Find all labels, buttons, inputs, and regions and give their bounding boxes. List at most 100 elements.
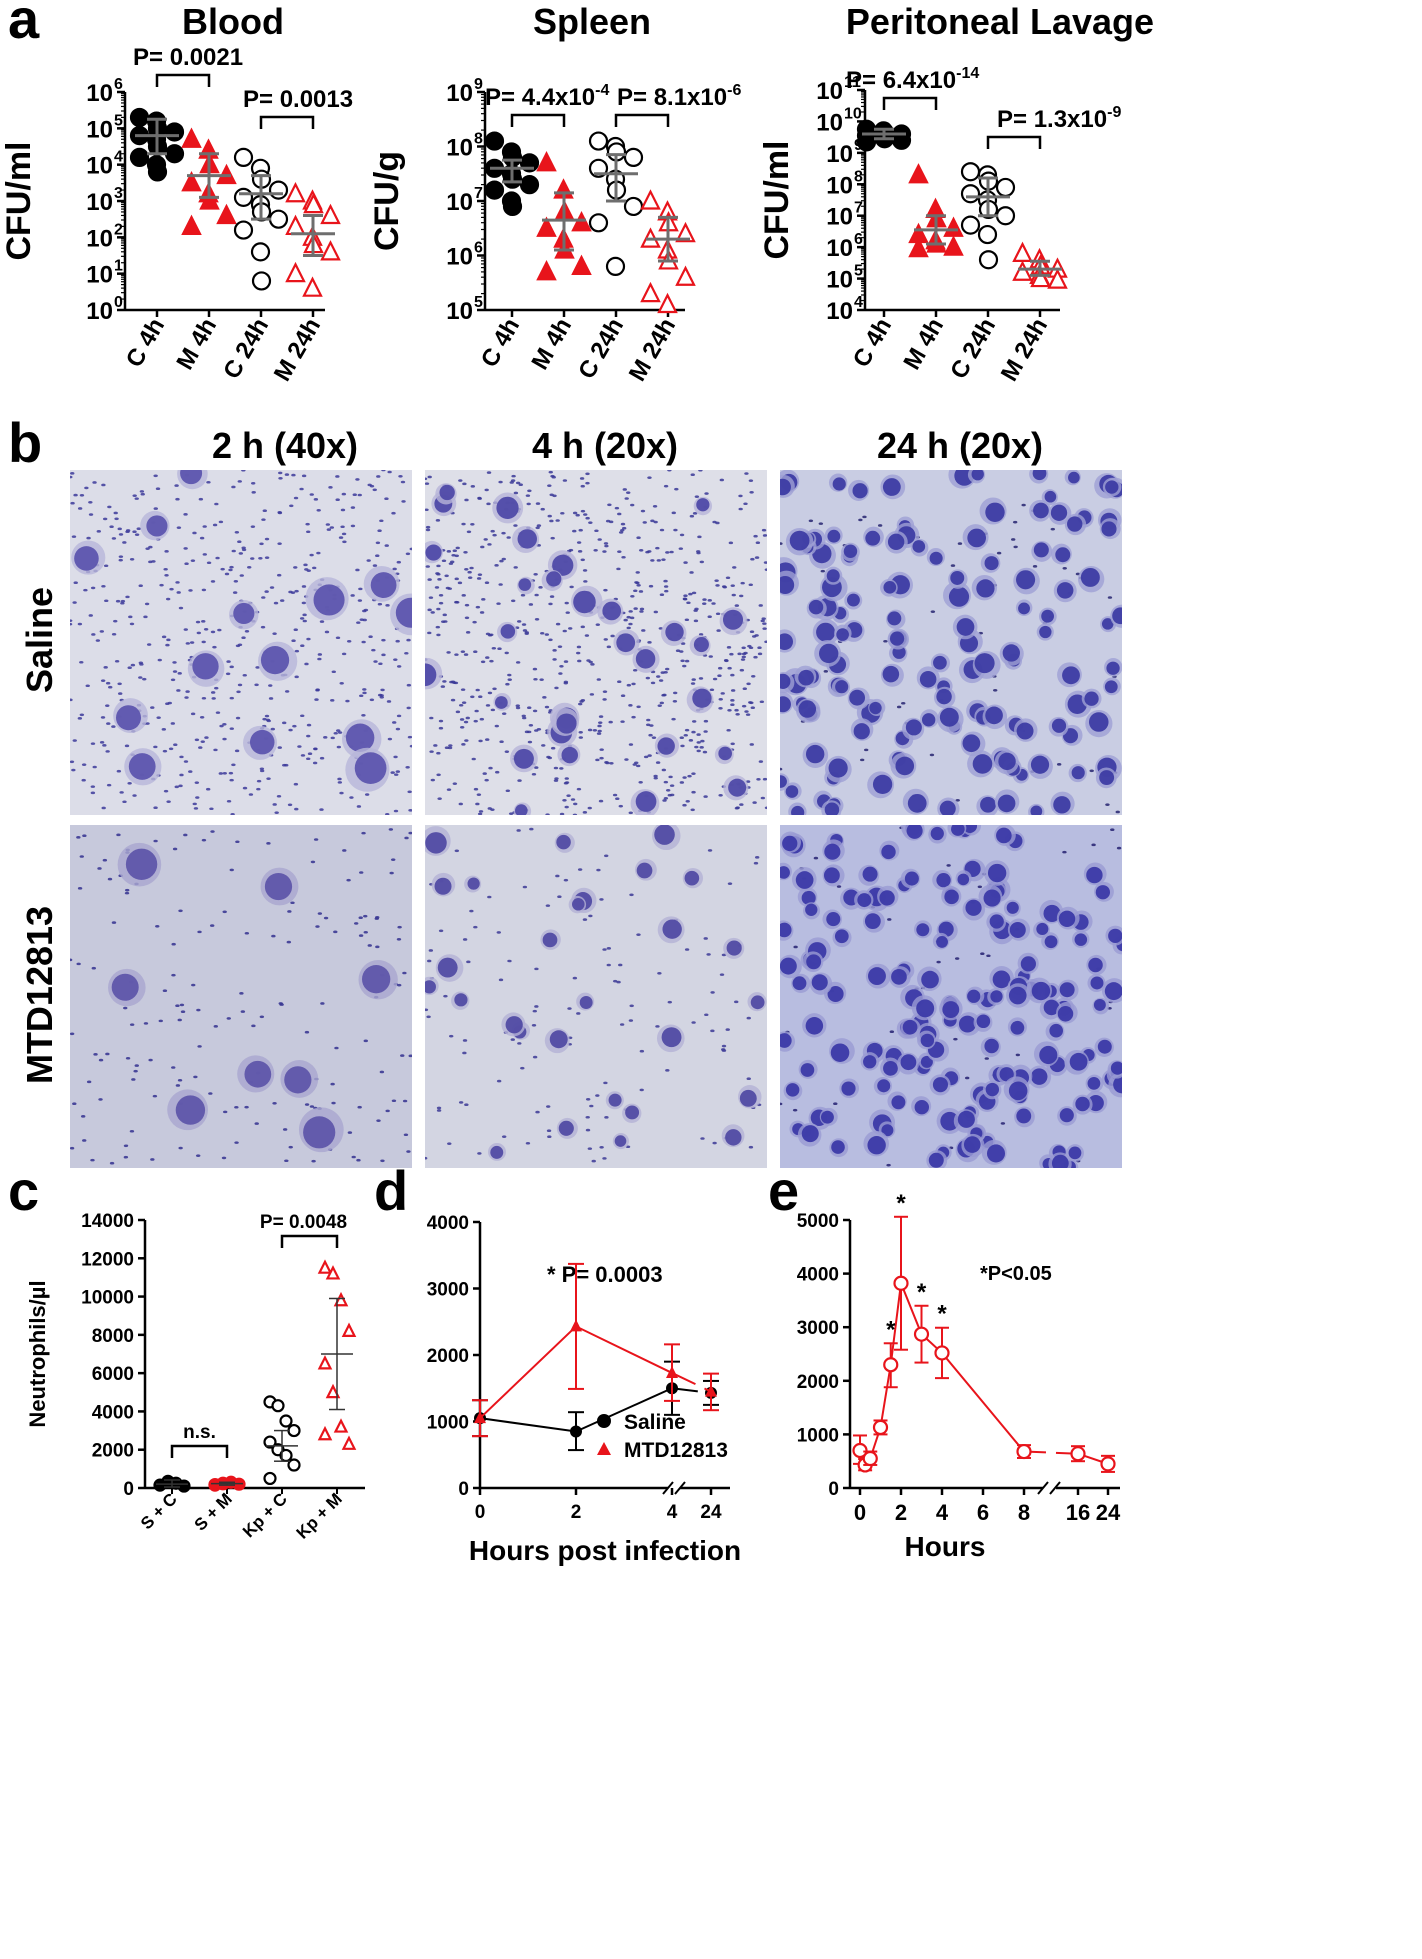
bacterium — [407, 735, 412, 739]
cell-nucleus — [1008, 986, 1027, 1005]
cell-nucleus — [602, 601, 622, 621]
bacterium — [309, 553, 314, 557]
bacterium — [392, 567, 397, 571]
bacterium — [588, 660, 593, 664]
bacterium — [741, 655, 746, 659]
bacterium — [464, 568, 469, 571]
bacterium — [337, 777, 342, 781]
bacterium — [444, 746, 450, 749]
bacterium — [459, 725, 465, 729]
cell-nucleus — [1043, 904, 1061, 922]
bacterium — [307, 752, 313, 756]
cell-nucleus — [1016, 1108, 1032, 1124]
bacterium — [77, 887, 83, 890]
bacterium — [734, 604, 740, 607]
bacterium — [168, 747, 174, 751]
data-point — [320, 240, 341, 261]
bacterium — [294, 675, 299, 679]
bacterium — [70, 1032, 75, 1036]
bacterium — [609, 761, 614, 765]
cell-nucleus — [939, 707, 959, 727]
bacterium — [741, 646, 746, 650]
bacterium — [218, 772, 224, 775]
bacterium — [679, 736, 684, 739]
p-value-exponent: -6 — [727, 82, 741, 99]
bacterium — [450, 560, 455, 564]
cell-nucleus — [1067, 516, 1083, 532]
bacterium — [678, 547, 684, 550]
y-tick-exponent: 8 — [474, 131, 483, 148]
bacterium — [494, 724, 500, 728]
bacterium — [671, 717, 676, 721]
bacterium — [584, 634, 590, 637]
cell-nucleus — [1031, 981, 1051, 1001]
bacterium — [393, 658, 398, 661]
data-point — [320, 203, 341, 225]
bacterium — [662, 693, 667, 697]
significance-bracket — [170, 1444, 229, 1458]
bacterium — [749, 630, 755, 633]
bacterium — [492, 533, 497, 537]
bacterium — [157, 658, 162, 662]
bacterium — [162, 989, 168, 993]
y-tick-label: 10000 — [81, 1288, 134, 1309]
bacterium — [603, 542, 609, 545]
bacterium — [665, 1069, 670, 1072]
bacterium — [148, 1058, 153, 1062]
cell-nucleus — [819, 643, 839, 664]
bacterium — [436, 751, 441, 755]
bacterium — [334, 1046, 339, 1050]
bacterium — [563, 681, 568, 685]
bacterium — [450, 698, 456, 702]
bacterium — [621, 555, 626, 559]
bacterium — [660, 671, 665, 674]
y-tick-label: 10 — [86, 153, 113, 180]
bacterium — [650, 519, 655, 523]
data-point — [333, 1291, 349, 1307]
panel-letter-c: c — [8, 1159, 39, 1222]
data-point — [177, 1479, 191, 1493]
significance-bracket — [510, 113, 566, 127]
bacterium — [428, 949, 434, 952]
bacterium — [438, 929, 444, 933]
bacterium — [764, 806, 767, 810]
data-point — [536, 260, 557, 281]
bacterium — [636, 764, 641, 768]
bacterium — [576, 541, 582, 544]
bacterium — [651, 736, 657, 739]
bacterium — [101, 584, 106, 588]
bacterium — [664, 589, 669, 593]
bacterium — [289, 504, 294, 508]
bacterium — [242, 673, 247, 677]
cell-nucleus — [921, 970, 939, 989]
cell-nucleus — [980, 796, 996, 813]
data-point — [934, 1345, 950, 1361]
bacterium — [730, 584, 735, 587]
x-tick-label: Kp + C — [239, 1489, 291, 1541]
cell-nucleus — [233, 602, 255, 625]
bacterium — [549, 595, 555, 598]
bacterium — [428, 596, 434, 599]
data-point — [1030, 266, 1051, 288]
bacterium — [602, 948, 607, 951]
bacterium — [656, 675, 661, 678]
bacterium — [670, 793, 675, 797]
bacterium — [278, 476, 283, 480]
bacterium — [562, 798, 567, 802]
bacterium — [597, 729, 602, 733]
bacterium — [582, 918, 588, 921]
data-point — [233, 147, 254, 167]
bacterium — [367, 483, 372, 487]
bacterium — [323, 736, 328, 739]
bacterium — [752, 801, 757, 804]
data-point — [271, 1399, 285, 1413]
bacterium — [70, 1146, 75, 1150]
bacterium — [436, 607, 441, 611]
data-point — [623, 196, 644, 217]
bacterium — [339, 681, 344, 685]
bacterium — [580, 699, 586, 702]
bacterium — [694, 745, 699, 749]
cell-nucleus — [984, 1038, 999, 1054]
bacterium — [379, 1070, 385, 1074]
bacterium — [82, 834, 87, 837]
